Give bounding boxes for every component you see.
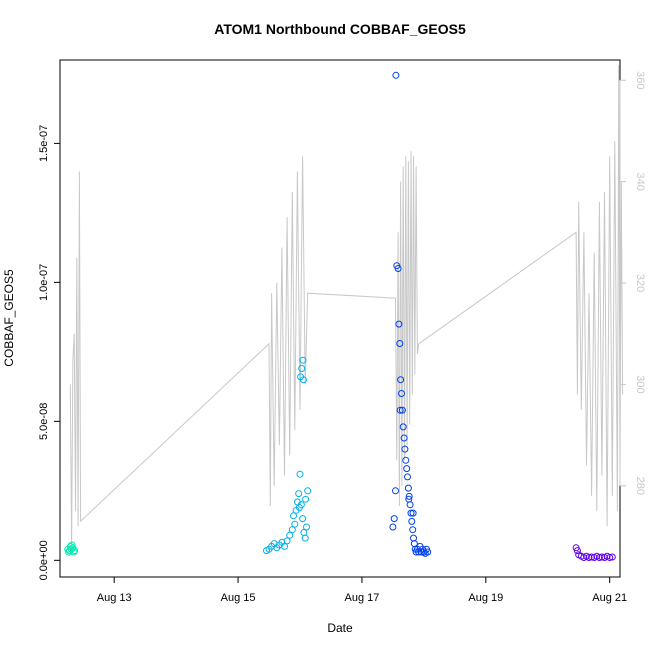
scatter-point (301, 534, 309, 542)
scatter-points (64, 71, 616, 561)
scatter-point (598, 553, 606, 561)
scatter-point (389, 523, 397, 531)
scatter-point (400, 434, 408, 442)
scatter-point (410, 534, 417, 542)
scatter-point (283, 537, 291, 545)
line-series-path (69, 65, 624, 547)
scatter-point (392, 71, 400, 79)
scatter-point (394, 265, 402, 272)
scatter-point (302, 495, 310, 503)
y2-tick-label: 360 (634, 71, 646, 89)
y-axis-label: COBBAF_GEOS5 (2, 269, 16, 367)
x-tick-label: Aug 21 (592, 592, 627, 604)
scatter-point (303, 523, 310, 531)
scatter-point (296, 470, 304, 478)
scatter-point (401, 445, 409, 453)
plot-frame (59, 59, 621, 578)
y-tick-label: 1.0e-07 (38, 264, 50, 301)
scatter-point (392, 487, 399, 495)
scatter-point (295, 490, 303, 498)
scatter-point (409, 526, 417, 534)
scatter-point (299, 356, 307, 364)
axes: Aug 13 Aug 15 Aug 17 Aug 19 Aug 21 0.0e+00 5.0… (38, 71, 646, 604)
scatter-point (290, 512, 297, 520)
scatter-point (588, 553, 596, 561)
x-tick-label: Aug 19 (468, 592, 503, 604)
scatter-point (298, 365, 306, 372)
chart-title: ATOM1 Northbound COBBAF_GEOS5 (214, 21, 466, 37)
scatter-point (288, 526, 296, 534)
scatter-point (410, 540, 418, 548)
scatter-point (399, 423, 407, 431)
scatter-point (396, 406, 404, 414)
scatter-point (397, 376, 405, 384)
scatter-point (291, 520, 299, 528)
y2-tick-label: 320 (634, 274, 646, 292)
scatter-point (398, 390, 405, 397)
x-tick-label: Aug 15 (221, 592, 256, 604)
y2-tick-label: 340 (634, 172, 646, 190)
scatter-point (281, 542, 288, 550)
scatter-point (424, 548, 432, 556)
scatter-point (407, 509, 415, 517)
scatter-point (403, 465, 411, 473)
y-tick-label: 1.5e-07 (38, 125, 50, 162)
scatter-point (408, 517, 416, 525)
scatter-point (405, 492, 413, 500)
scatter-point (396, 340, 404, 347)
scatter-point (70, 548, 78, 556)
y2-tick-label: 300 (634, 375, 646, 393)
scatter-point (299, 515, 307, 523)
scatter-point (595, 554, 603, 561)
x-tick-label: Aug 17 (344, 592, 379, 604)
scatter-point (286, 531, 294, 539)
scatter-point (71, 547, 79, 555)
scatter-point (405, 495, 413, 503)
scatter-point (295, 504, 303, 511)
scatter-point (573, 547, 581, 555)
scatter-point (304, 487, 312, 495)
scatter-point (585, 554, 593, 561)
scatter-point (608, 553, 616, 561)
scatter-point (606, 554, 614, 561)
right-axis-line-series (69, 65, 624, 547)
y-tick-label: 5.0e-08 (38, 403, 50, 440)
y2-tick-label: 280 (634, 477, 646, 495)
scatter-point (395, 320, 403, 328)
scatter-point (402, 456, 410, 464)
scatter-point (404, 484, 412, 492)
scatter-point (409, 509, 417, 517)
x-axis-label: Date (327, 621, 353, 635)
scatter-point (390, 515, 398, 523)
scatter-point (398, 406, 406, 414)
y-tick-label: 0.0e+00 (38, 540, 50, 580)
scatter-point (299, 376, 307, 384)
scatter-point (404, 473, 411, 481)
x-tick-label: Aug 13 (97, 592, 132, 604)
